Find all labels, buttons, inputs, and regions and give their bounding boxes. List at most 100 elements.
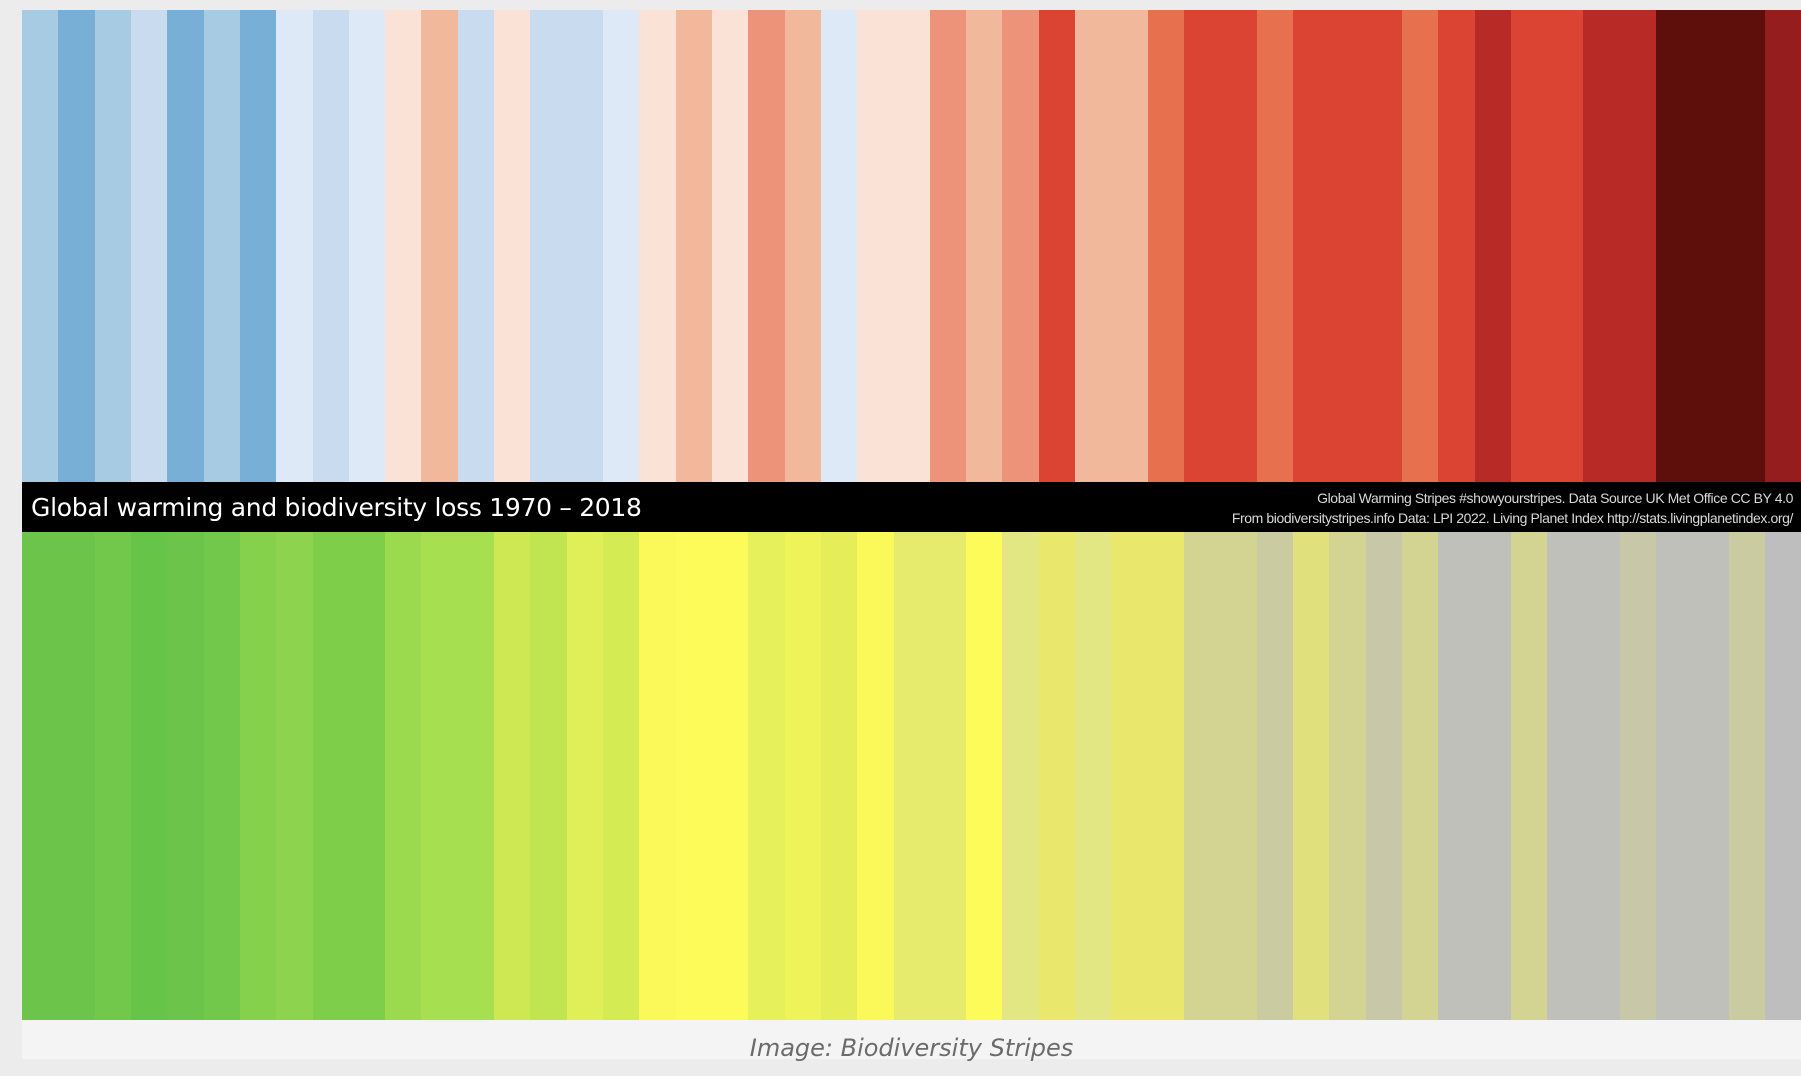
biodiversity-stripe-2018 [1765, 532, 1801, 1020]
biodiversity-stripe-1980 [385, 532, 422, 1020]
warming-stripe-1974 [167, 10, 204, 482]
title-banner: Global warming and biodiversity loss 197… [22, 482, 1801, 532]
warming-stripe-1982 [457, 10, 495, 482]
warming-stripe-2016 [1692, 10, 1729, 482]
warming-stripe-2005 [1292, 10, 1330, 482]
warming-stripe-2003 [1220, 10, 1257, 482]
image-caption: Image: Biodiversity Stripes [22, 1020, 1801, 1062]
biodiversity-stripe-2016 [1692, 532, 1729, 1020]
warming-stripe-2012 [1547, 10, 1584, 482]
warming-stripes [22, 10, 1801, 482]
warming-stripe-1995 [929, 10, 967, 482]
biodiversity-stripe-1972 [94, 532, 131, 1020]
warming-stripe-1978 [312, 10, 349, 482]
biodiversity-stripe-1984 [530, 532, 567, 1020]
credits: Global Warming Stripes #showyourstripes.… [1231, 488, 1794, 528]
biodiversity-stripe-2002 [1184, 532, 1221, 1020]
warming-stripe-1979 [348, 10, 386, 482]
biodiversity-stripe-2003 [1220, 532, 1257, 1020]
biodiversity-stripe-1985 [566, 532, 603, 1020]
credit-line-1: Global Warming Stripes #showyourstripes.… [1317, 490, 1793, 506]
warming-stripe-2009 [1438, 10, 1475, 482]
biodiversity-stripe-2001 [1147, 532, 1184, 1020]
warming-stripe-2004 [1256, 10, 1293, 482]
biodiversity-stripe-2009 [1438, 532, 1475, 1020]
warming-stripe-1999 [1075, 10, 1112, 482]
warming-stripe-1997 [1002, 10, 1039, 482]
biodiversity-stripe-1996 [966, 532, 1003, 1020]
warming-stripe-1970 [22, 10, 59, 482]
warming-stripe-1994 [893, 10, 930, 482]
biodiversity-stripe-1981 [421, 532, 458, 1020]
biodiversity-stripe-1987 [639, 532, 676, 1020]
biodiversity-stripes [22, 532, 1801, 1020]
biodiversity-stripe-2015 [1656, 532, 1693, 1020]
credit-line-2: From biodiversitystripes.info Data: LPI … [1231, 510, 1794, 526]
warming-stripe-2001 [1147, 10, 1184, 482]
biodiversity-stripe-2014 [1619, 532, 1657, 1020]
biodiversity-stripe-1992 [820, 532, 858, 1020]
biodiversity-stripe-1989 [711, 532, 749, 1020]
biodiversity-stripe-1979 [348, 532, 386, 1020]
warming-stripe-2017 [1728, 10, 1765, 482]
warming-stripe-2002 [1184, 10, 1221, 482]
biodiversity-stripe-2013 [1583, 532, 1620, 1020]
warming-stripe-2014 [1619, 10, 1657, 482]
warming-stripe-1972 [94, 10, 131, 482]
warming-stripe-1984 [530, 10, 567, 482]
warming-stripe-1983 [494, 10, 531, 482]
biodiversity-stripe-2008 [1401, 532, 1439, 1020]
warming-stripe-2007 [1365, 10, 1402, 482]
warming-stripe-1985 [566, 10, 603, 482]
biodiversity-stripe-2006 [1329, 532, 1366, 1020]
biodiversity-stripe-2017 [1728, 532, 1765, 1020]
biodiversity-stripe-1978 [312, 532, 349, 1020]
warming-stripe-2000 [1111, 10, 1148, 482]
biodiversity-stripe-2005 [1292, 532, 1330, 1020]
warming-stripe-2006 [1329, 10, 1366, 482]
warming-stripe-1989 [711, 10, 749, 482]
biodiversity-stripe-1993 [857, 532, 894, 1020]
biodiversity-stripe-1973 [130, 532, 168, 1020]
biodiversity-stripe-1971 [58, 532, 95, 1020]
biodiversity-stripe-2007 [1365, 532, 1402, 1020]
chart-title: Global warming and biodiversity loss 197… [31, 493, 642, 522]
warming-stripe-1981 [421, 10, 458, 482]
warming-stripe-2018 [1765, 10, 1801, 482]
warming-stripe-2015 [1656, 10, 1693, 482]
biodiversity-stripe-1988 [675, 532, 712, 1020]
warming-stripe-1987 [639, 10, 676, 482]
warming-stripe-1992 [820, 10, 858, 482]
warming-stripe-1976 [239, 10, 277, 482]
warming-stripe-1986 [603, 10, 640, 482]
warming-stripe-1975 [203, 10, 240, 482]
warming-stripe-1971 [58, 10, 95, 482]
biodiversity-stripe-1976 [239, 532, 277, 1020]
biodiversity-stripe-1997 [1002, 532, 1039, 1020]
biodiversity-stripe-1986 [603, 532, 640, 1020]
biodiversity-stripe-1982 [457, 532, 495, 1020]
warming-stripe-2008 [1401, 10, 1439, 482]
warming-stripe-1973 [130, 10, 168, 482]
biodiversity-stripe-1999 [1075, 532, 1112, 1020]
warming-stripe-1980 [385, 10, 422, 482]
biodiversity-stripe-1991 [784, 532, 821, 1020]
warming-stripe-2011 [1510, 10, 1548, 482]
warming-stripe-2013 [1583, 10, 1620, 482]
warming-stripe-2010 [1474, 10, 1511, 482]
biodiversity-stripe-1983 [494, 532, 531, 1020]
biodiversity-stripe-1998 [1038, 532, 1076, 1020]
biodiversity-stripe-1974 [167, 532, 204, 1020]
biodiversity-stripe-1977 [276, 532, 313, 1020]
biodiversity-stripe-1970 [22, 532, 59, 1020]
warming-stripe-1993 [857, 10, 894, 482]
biodiversity-stripe-1990 [748, 532, 785, 1020]
warming-stripe-1996 [966, 10, 1003, 482]
biodiversity-stripe-2004 [1256, 532, 1293, 1020]
biodiversity-stripe-1994 [893, 532, 930, 1020]
stripes-figure: Global warming and biodiversity loss 197… [22, 10, 1801, 1062]
biodiversity-stripe-2000 [1111, 532, 1148, 1020]
warming-stripe-1998 [1038, 10, 1076, 482]
biodiversity-stripe-2010 [1474, 532, 1511, 1020]
